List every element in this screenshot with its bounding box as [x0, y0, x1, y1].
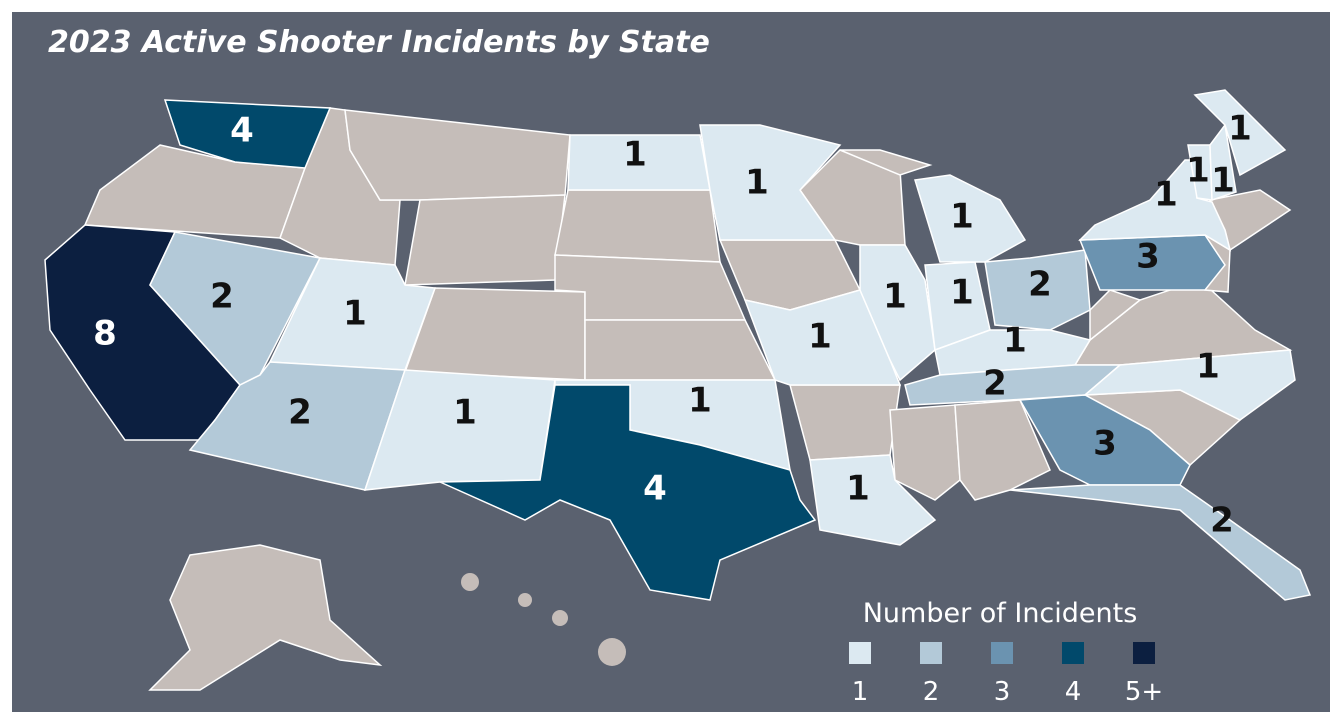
- states-base: [83, 107, 1293, 691]
- state-count: 2: [1210, 501, 1234, 541]
- state-count: 1: [688, 381, 712, 421]
- state-count: 1: [883, 277, 907, 317]
- state-count: 2: [1028, 265, 1052, 305]
- state: [1089, 289, 1142, 342]
- state-count: 4: [230, 111, 254, 151]
- legend-title: Number of Incidents: [863, 598, 1138, 629]
- state: [859, 244, 936, 382]
- state: [743, 289, 902, 386]
- island: [552, 610, 568, 626]
- legend-label: 1: [852, 677, 869, 707]
- state-count: 1: [808, 317, 832, 357]
- island: [461, 573, 479, 591]
- state: [403, 287, 586, 381]
- legend-swatch: [849, 642, 871, 664]
- state: [584, 319, 777, 381]
- state-count: 2: [210, 277, 234, 317]
- legend-swatch: [920, 642, 942, 664]
- state: [889, 404, 961, 501]
- map-title: 2023 Active Shooter Incidents by State: [48, 25, 710, 60]
- state: [914, 174, 1027, 263]
- state: [404, 194, 566, 286]
- legend-label: 5+: [1125, 677, 1163, 707]
- legend-swatch: [991, 642, 1013, 664]
- state-count: 1: [453, 393, 477, 433]
- legend-label: 2: [923, 677, 940, 707]
- state: [163, 99, 332, 169]
- state: [148, 544, 383, 691]
- state-count: 3: [1136, 237, 1160, 277]
- state: [809, 454, 937, 546]
- state-count: 1: [950, 273, 974, 313]
- state: [1082, 349, 1296, 421]
- state: [984, 249, 1091, 331]
- state: [1193, 89, 1287, 177]
- state-count: 2: [288, 393, 312, 433]
- legend-swatch: [1133, 642, 1155, 664]
- island: [598, 638, 626, 666]
- state-count: 1: [1196, 347, 1220, 387]
- legend-label: 4: [1065, 677, 1082, 707]
- state-count: 1: [623, 135, 647, 175]
- state-count: 8: [93, 314, 117, 354]
- state: [699, 124, 842, 241]
- state: [439, 384, 817, 601]
- state-count: 1: [950, 197, 974, 237]
- state: [1078, 159, 1232, 252]
- state-count: 1: [745, 163, 769, 203]
- state-count: 1: [846, 469, 870, 509]
- state: [1018, 394, 1191, 486]
- state: [554, 189, 721, 263]
- state-count: 1: [1228, 109, 1252, 149]
- island: [518, 593, 532, 607]
- state: [789, 384, 901, 461]
- legend: 1 2 3 4 5+: [849, 642, 1163, 707]
- state-count: 4: [643, 469, 667, 509]
- legend-swatch: [1062, 642, 1084, 664]
- state-count: 1: [343, 294, 367, 334]
- state-count: 3: [1093, 424, 1117, 464]
- state: [1009, 484, 1312, 601]
- state-count: 1: [1003, 321, 1027, 361]
- legend-label: 3: [994, 677, 1011, 707]
- state: [839, 149, 933, 176]
- state-count: 1: [1154, 175, 1178, 215]
- state: [1209, 123, 1237, 202]
- state-count: 2: [983, 364, 1007, 404]
- state-count: 1: [1211, 161, 1235, 201]
- state-count: 1: [1186, 151, 1210, 191]
